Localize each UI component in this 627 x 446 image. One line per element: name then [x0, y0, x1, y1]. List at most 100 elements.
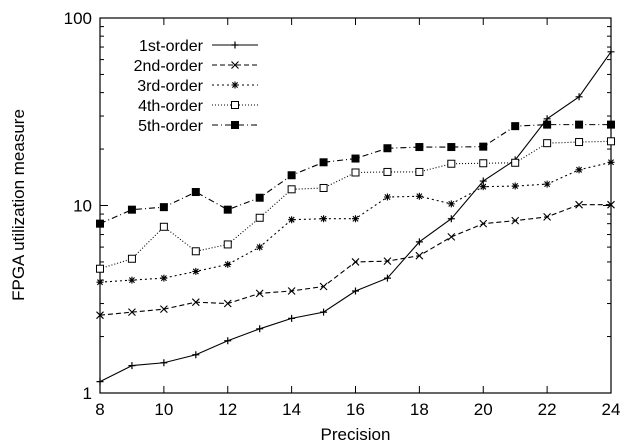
data-point — [415, 143, 424, 152]
data-point — [383, 193, 391, 201]
data-point — [543, 180, 551, 188]
data-point — [415, 251, 424, 260]
data-point — [415, 192, 423, 200]
data-point — [575, 138, 584, 147]
data-point — [447, 233, 456, 241]
data-point — [447, 159, 456, 168]
data-point — [607, 48, 615, 56]
data-point — [319, 158, 328, 167]
data-point — [191, 298, 200, 307]
legend-label: 4th-order — [138, 98, 204, 115]
data-point — [160, 274, 168, 282]
legend-label: 3rd-order — [137, 78, 203, 95]
legend: 1st-order 2nd-order 3rd-order 4th-order 5th-… — [134, 38, 258, 135]
data-point — [320, 215, 328, 223]
data-point — [511, 158, 520, 167]
data-point — [255, 289, 264, 298]
series-2 — [96, 200, 615, 320]
data-point — [159, 305, 168, 314]
data-point — [128, 276, 136, 284]
data-point — [159, 222, 168, 231]
data-point — [96, 311, 104, 320]
data-point — [607, 137, 615, 146]
x-axis-label: Precision — [321, 425, 391, 444]
data-point — [224, 337, 232, 345]
data-point — [415, 167, 424, 176]
data-point — [255, 193, 264, 202]
data-point — [543, 120, 552, 129]
data-point — [511, 182, 519, 190]
x-tick-label: 18 — [410, 400, 429, 419]
data-point — [127, 205, 136, 214]
data-point — [128, 362, 136, 370]
data-point — [255, 213, 264, 222]
y-tick-label: 10 — [73, 197, 92, 216]
data-point — [351, 258, 360, 266]
data-point — [447, 200, 455, 208]
y-tick-label: 1 — [83, 384, 92, 403]
data-point — [575, 93, 583, 101]
series-layer — [96, 48, 615, 386]
y-tick-label: 100 — [64, 9, 92, 28]
x-tick-label: 10 — [154, 400, 173, 419]
data-point — [447, 143, 456, 152]
data-point — [223, 299, 232, 308]
data-point — [191, 188, 200, 197]
x-tick-label: 22 — [538, 400, 557, 419]
data-point — [447, 215, 455, 223]
data-point — [96, 219, 104, 228]
x-tick-label: 24 — [602, 400, 621, 419]
x-tick-label: 12 — [218, 400, 237, 419]
data-point — [575, 166, 583, 174]
data-point — [607, 200, 615, 209]
data-point — [607, 158, 615, 166]
data-point — [383, 167, 392, 176]
data-point — [479, 183, 487, 191]
data-point — [256, 243, 264, 251]
data-point — [352, 215, 359, 223]
data-point — [383, 274, 391, 282]
series-4 — [96, 137, 615, 273]
legend-label: 2nd-order — [134, 58, 204, 75]
x-tick-label: 20 — [474, 400, 493, 419]
data-point — [191, 247, 200, 256]
series-line — [99, 161, 612, 283]
data-point — [287, 185, 296, 194]
data-point — [319, 282, 328, 291]
series-5 — [96, 120, 615, 228]
legend-marker — [231, 101, 239, 109]
data-point — [543, 139, 552, 148]
data-point — [415, 238, 423, 246]
legend-label: 1st-order — [139, 38, 204, 55]
data-point — [96, 378, 104, 386]
data-point — [511, 122, 520, 131]
data-point — [351, 154, 360, 163]
data-point — [192, 351, 200, 359]
data-point — [352, 287, 359, 295]
data-point — [287, 287, 296, 295]
x-tick-label: 8 — [95, 400, 104, 419]
data-point — [479, 219, 488, 228]
data-point — [607, 120, 615, 129]
data-point — [320, 308, 328, 316]
data-point — [223, 240, 232, 249]
legend-marker — [231, 61, 239, 69]
x-tick-label: 16 — [346, 400, 365, 419]
data-point — [128, 308, 136, 317]
data-point — [351, 168, 360, 177]
data-point — [575, 200, 583, 209]
data-point — [319, 183, 328, 192]
x-axis: 8 10 12 14 16 18 20 22 24 — [95, 18, 620, 419]
data-point — [160, 359, 168, 367]
data-point — [479, 142, 488, 151]
legend-label: 5th-order — [138, 118, 204, 135]
legend-marker — [231, 81, 239, 89]
data-point — [127, 254, 136, 263]
y-axis-label: FPGA utilization measure — [9, 109, 28, 301]
data-point — [288, 314, 296, 322]
data-point — [288, 216, 296, 224]
data-point — [511, 216, 520, 225]
data-point — [159, 203, 168, 212]
data-point — [256, 325, 264, 333]
